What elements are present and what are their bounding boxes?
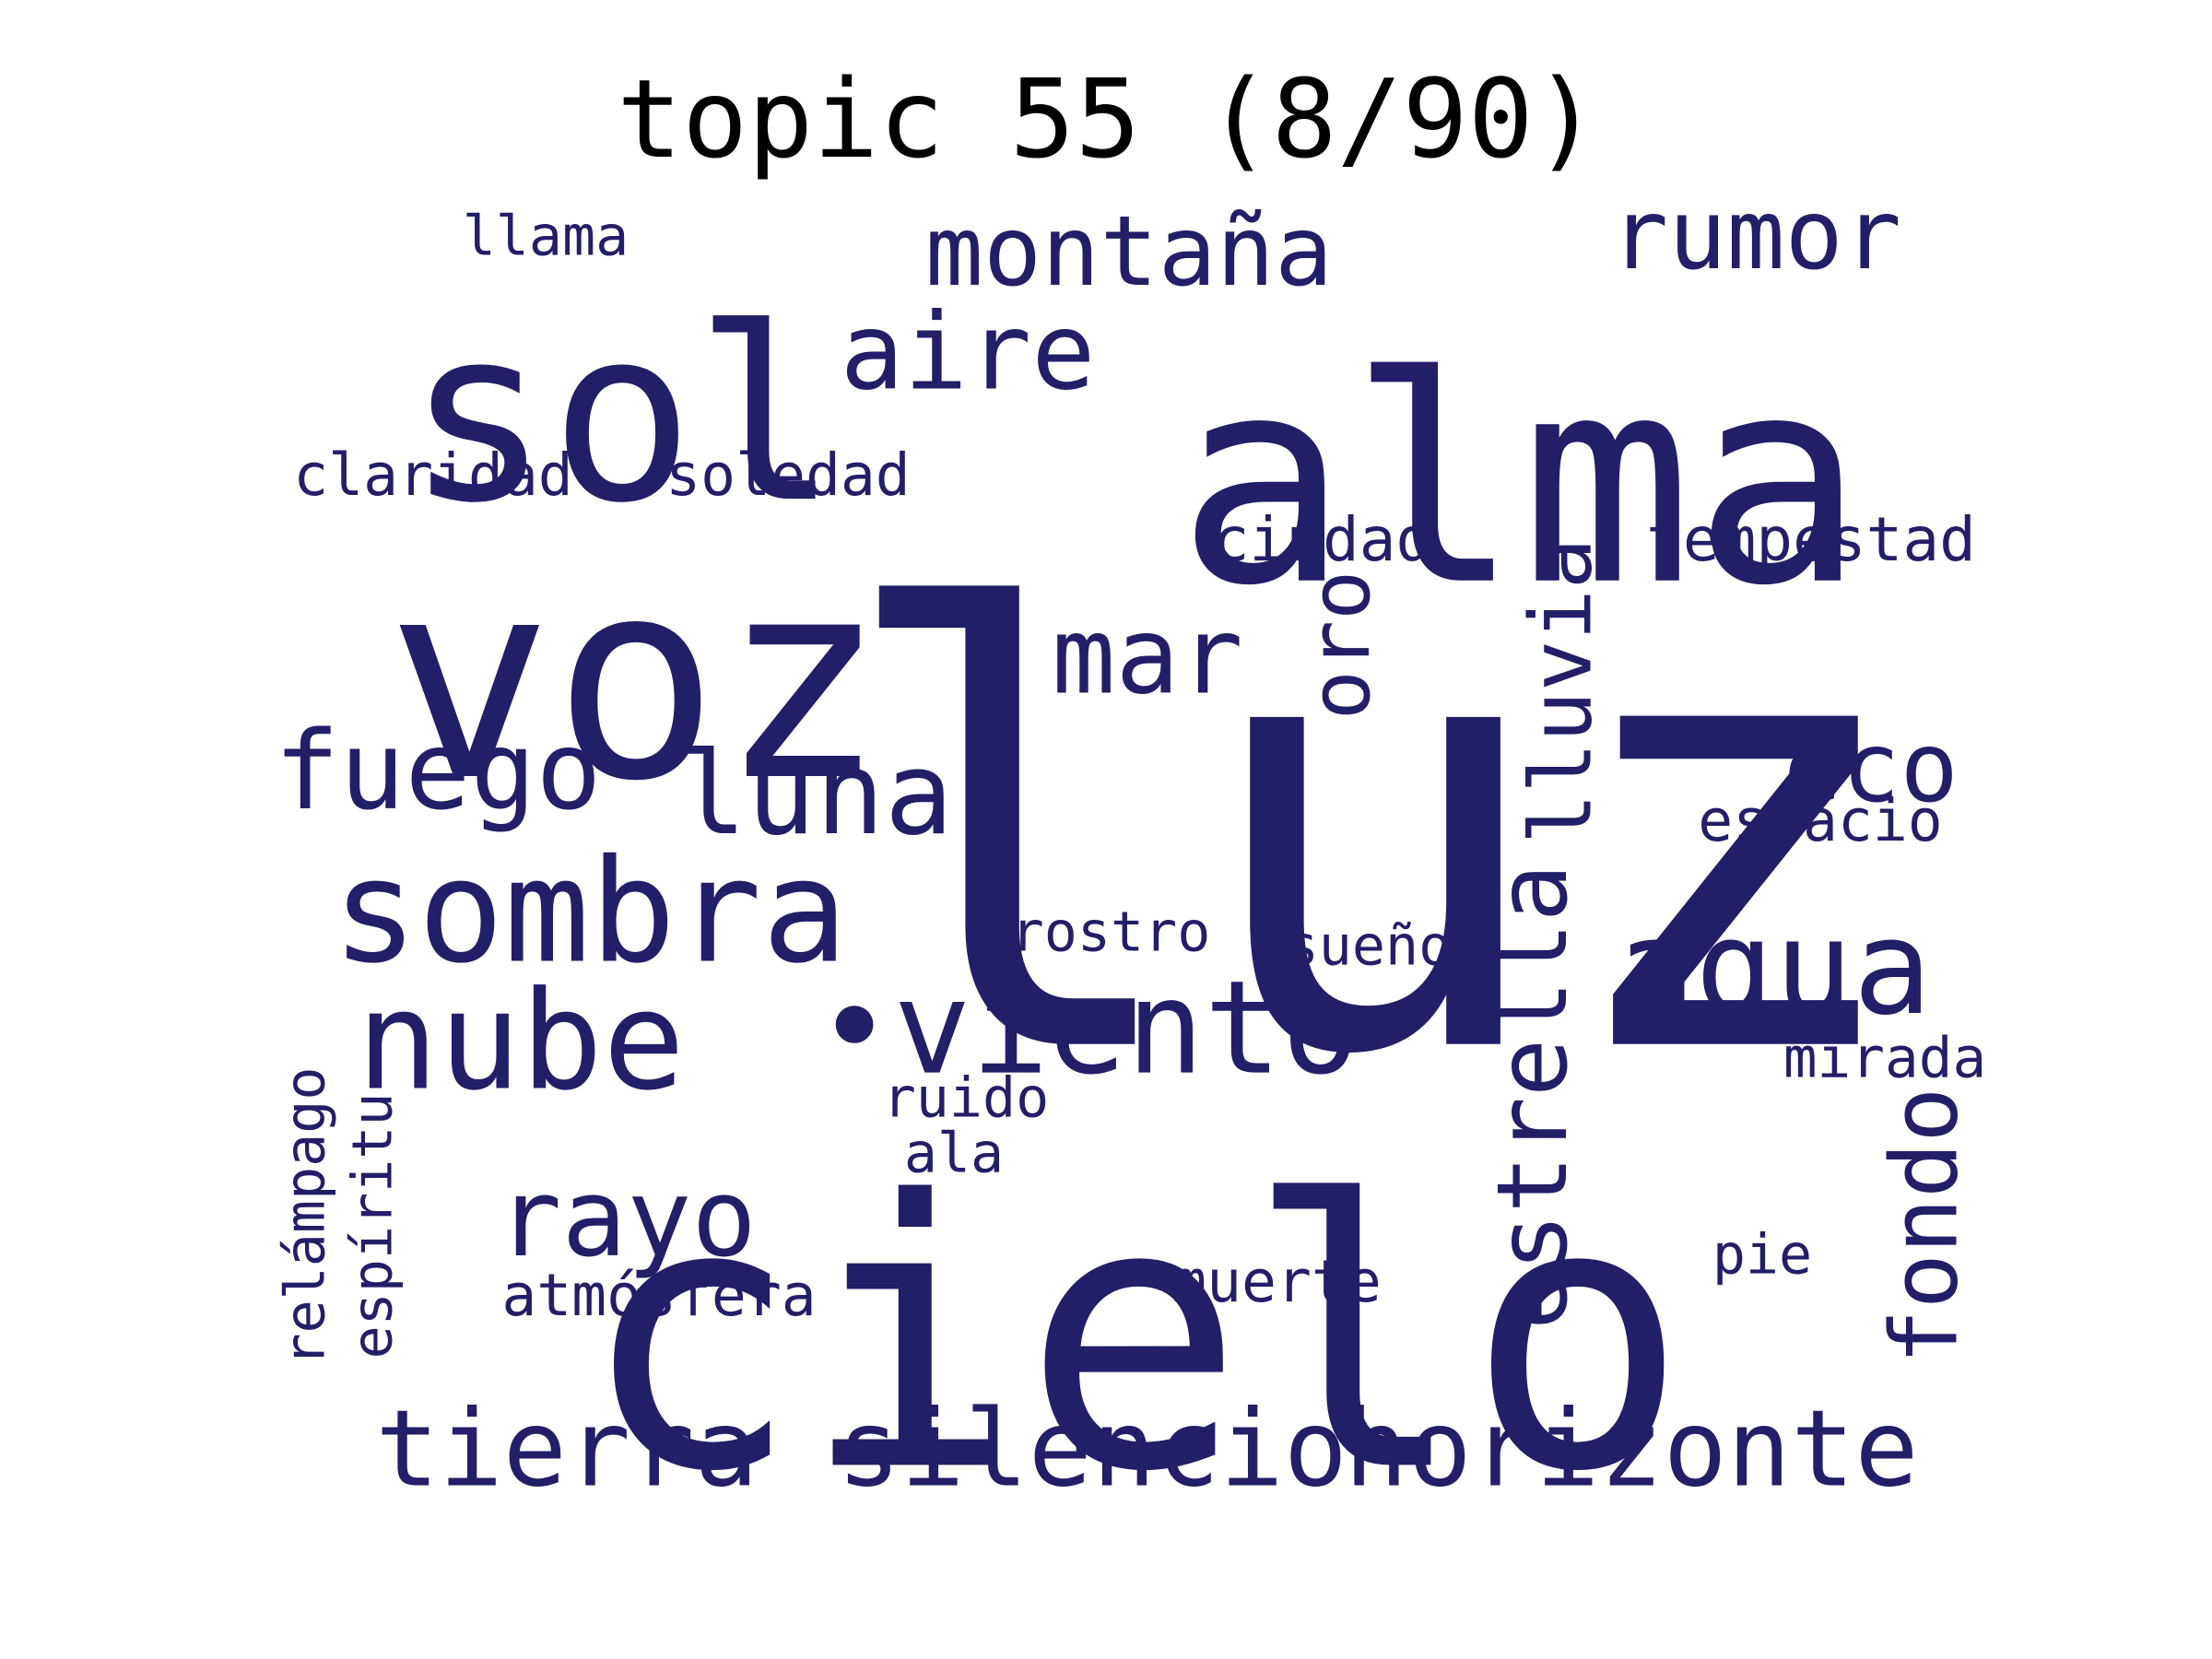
cloud-word: alma <box>1177 316 1865 649</box>
cloud-word: aire <box>841 291 1096 415</box>
cloud-word: ala <box>904 1122 1004 1186</box>
cloud-word: tempestad <box>1646 504 1976 575</box>
cloud-word: voz <box>386 520 886 841</box>
cloud-word: luz <box>832 489 1914 1186</box>
cloud-word: claridad <box>293 441 572 509</box>
cloud-word: mirada <box>1783 1026 1986 1091</box>
cloud-title: topic 55 (8/90) <box>617 55 1599 182</box>
cloud-word: rostro <box>1011 900 1211 965</box>
cloud-word: espacio <box>1698 787 1943 854</box>
cloud-word: estrella <box>1477 864 1589 1330</box>
cloud-word: sueño <box>1286 914 1453 979</box>
cloud-word: sol <box>406 277 839 556</box>
cloud-word: atmósfera <box>501 1262 816 1329</box>
cloud-word: espíritu <box>341 1093 406 1359</box>
cloud-word: eco <box>1783 712 1959 824</box>
cloud-word: pie <box>1712 1223 1812 1288</box>
cloud-word: montaña <box>925 195 1334 308</box>
cloud-word: luna <box>678 728 954 861</box>
cloud-word: rumor <box>1610 179 1901 291</box>
cloud-word: mar <box>1052 595 1243 719</box>
cloud-word: agua <box>1617 892 1932 1044</box>
cloud-word: ruido <box>883 1066 1050 1131</box>
cloud-word: lluvia <box>1512 538 1610 844</box>
cloud-word: rayo <box>497 1155 757 1281</box>
cloud-word: •viento <box>816 954 1359 1104</box>
cloud-word: tierra <box>375 1388 758 1512</box>
cloud-word: horizonte <box>1344 1388 1918 1512</box>
cloud-word: llama <box>463 205 629 269</box>
cloud-word: cielo <box>579 1124 1688 1552</box>
cloud-word: sombra <box>332 828 848 994</box>
cloud-word: soledad <box>665 441 911 509</box>
cloud-word: relámpago <box>274 1066 338 1366</box>
cloud-word: oro <box>1292 571 1389 721</box>
cloud-word: ciudad <box>1213 504 1432 575</box>
cloud-word: muerte <box>1171 1248 1382 1315</box>
cloud-word: fondo <box>1870 1087 1978 1364</box>
cloud-word: nube <box>357 962 685 1121</box>
cloud-word: silencio <box>837 1388 1347 1512</box>
cloud-word: fuego <box>274 707 601 834</box>
